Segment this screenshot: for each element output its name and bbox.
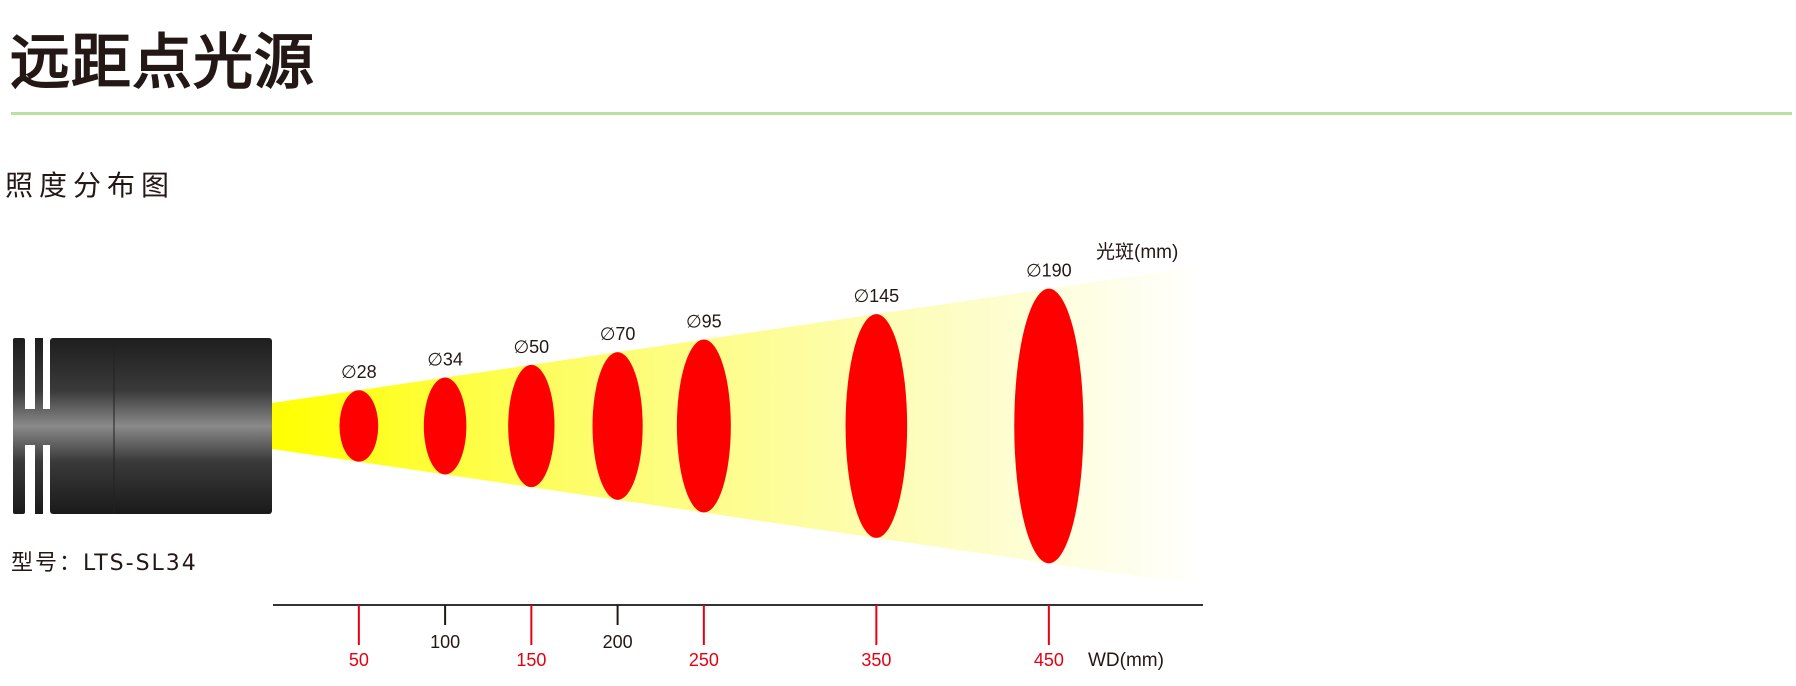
light-source-device <box>13 338 272 514</box>
page-title: 远距点光源 <box>10 28 315 98</box>
light-spot <box>676 339 731 513</box>
light-spot <box>1014 288 1084 564</box>
spot-diameter-label: ∅145 <box>853 286 899 306</box>
x-tick-label: 350 <box>861 650 891 670</box>
spot-diameter-label: ∅95 <box>686 311 722 331</box>
y-axis-label: 光斑(mm) <box>1096 241 1178 263</box>
x-tick-label: 200 <box>603 632 633 652</box>
spot-diameter-label: ∅34 <box>427 350 463 370</box>
device-body <box>50 338 272 514</box>
device-fin <box>13 338 25 514</box>
light-spot <box>508 364 555 488</box>
x-axis-label: WD(mm) <box>1088 650 1164 671</box>
spot-diameter-label: ∅50 <box>513 337 549 357</box>
light-spot <box>423 377 467 475</box>
spot-diameter-label: ∅28 <box>341 362 377 382</box>
light-spot <box>592 352 643 500</box>
light-beam <box>272 266 1203 586</box>
x-tick-label: 100 <box>430 632 460 652</box>
section-subtitle: 照度分布图 <box>5 169 176 202</box>
x-tick-label: 150 <box>516 650 546 670</box>
x-tick-label: 50 <box>349 650 369 670</box>
device-neck <box>25 409 50 445</box>
title-divider <box>11 112 1792 115</box>
x-tick-label: 250 <box>689 650 719 670</box>
x-tick-label: 450 <box>1034 650 1064 670</box>
light-spot <box>339 390 379 462</box>
light-spot <box>845 314 908 538</box>
product-model: 型号：LTS-SL34 <box>11 551 198 576</box>
spot-diameter-label: ∅70 <box>600 324 636 344</box>
spot-diameter-label: ∅190 <box>1026 261 1072 281</box>
